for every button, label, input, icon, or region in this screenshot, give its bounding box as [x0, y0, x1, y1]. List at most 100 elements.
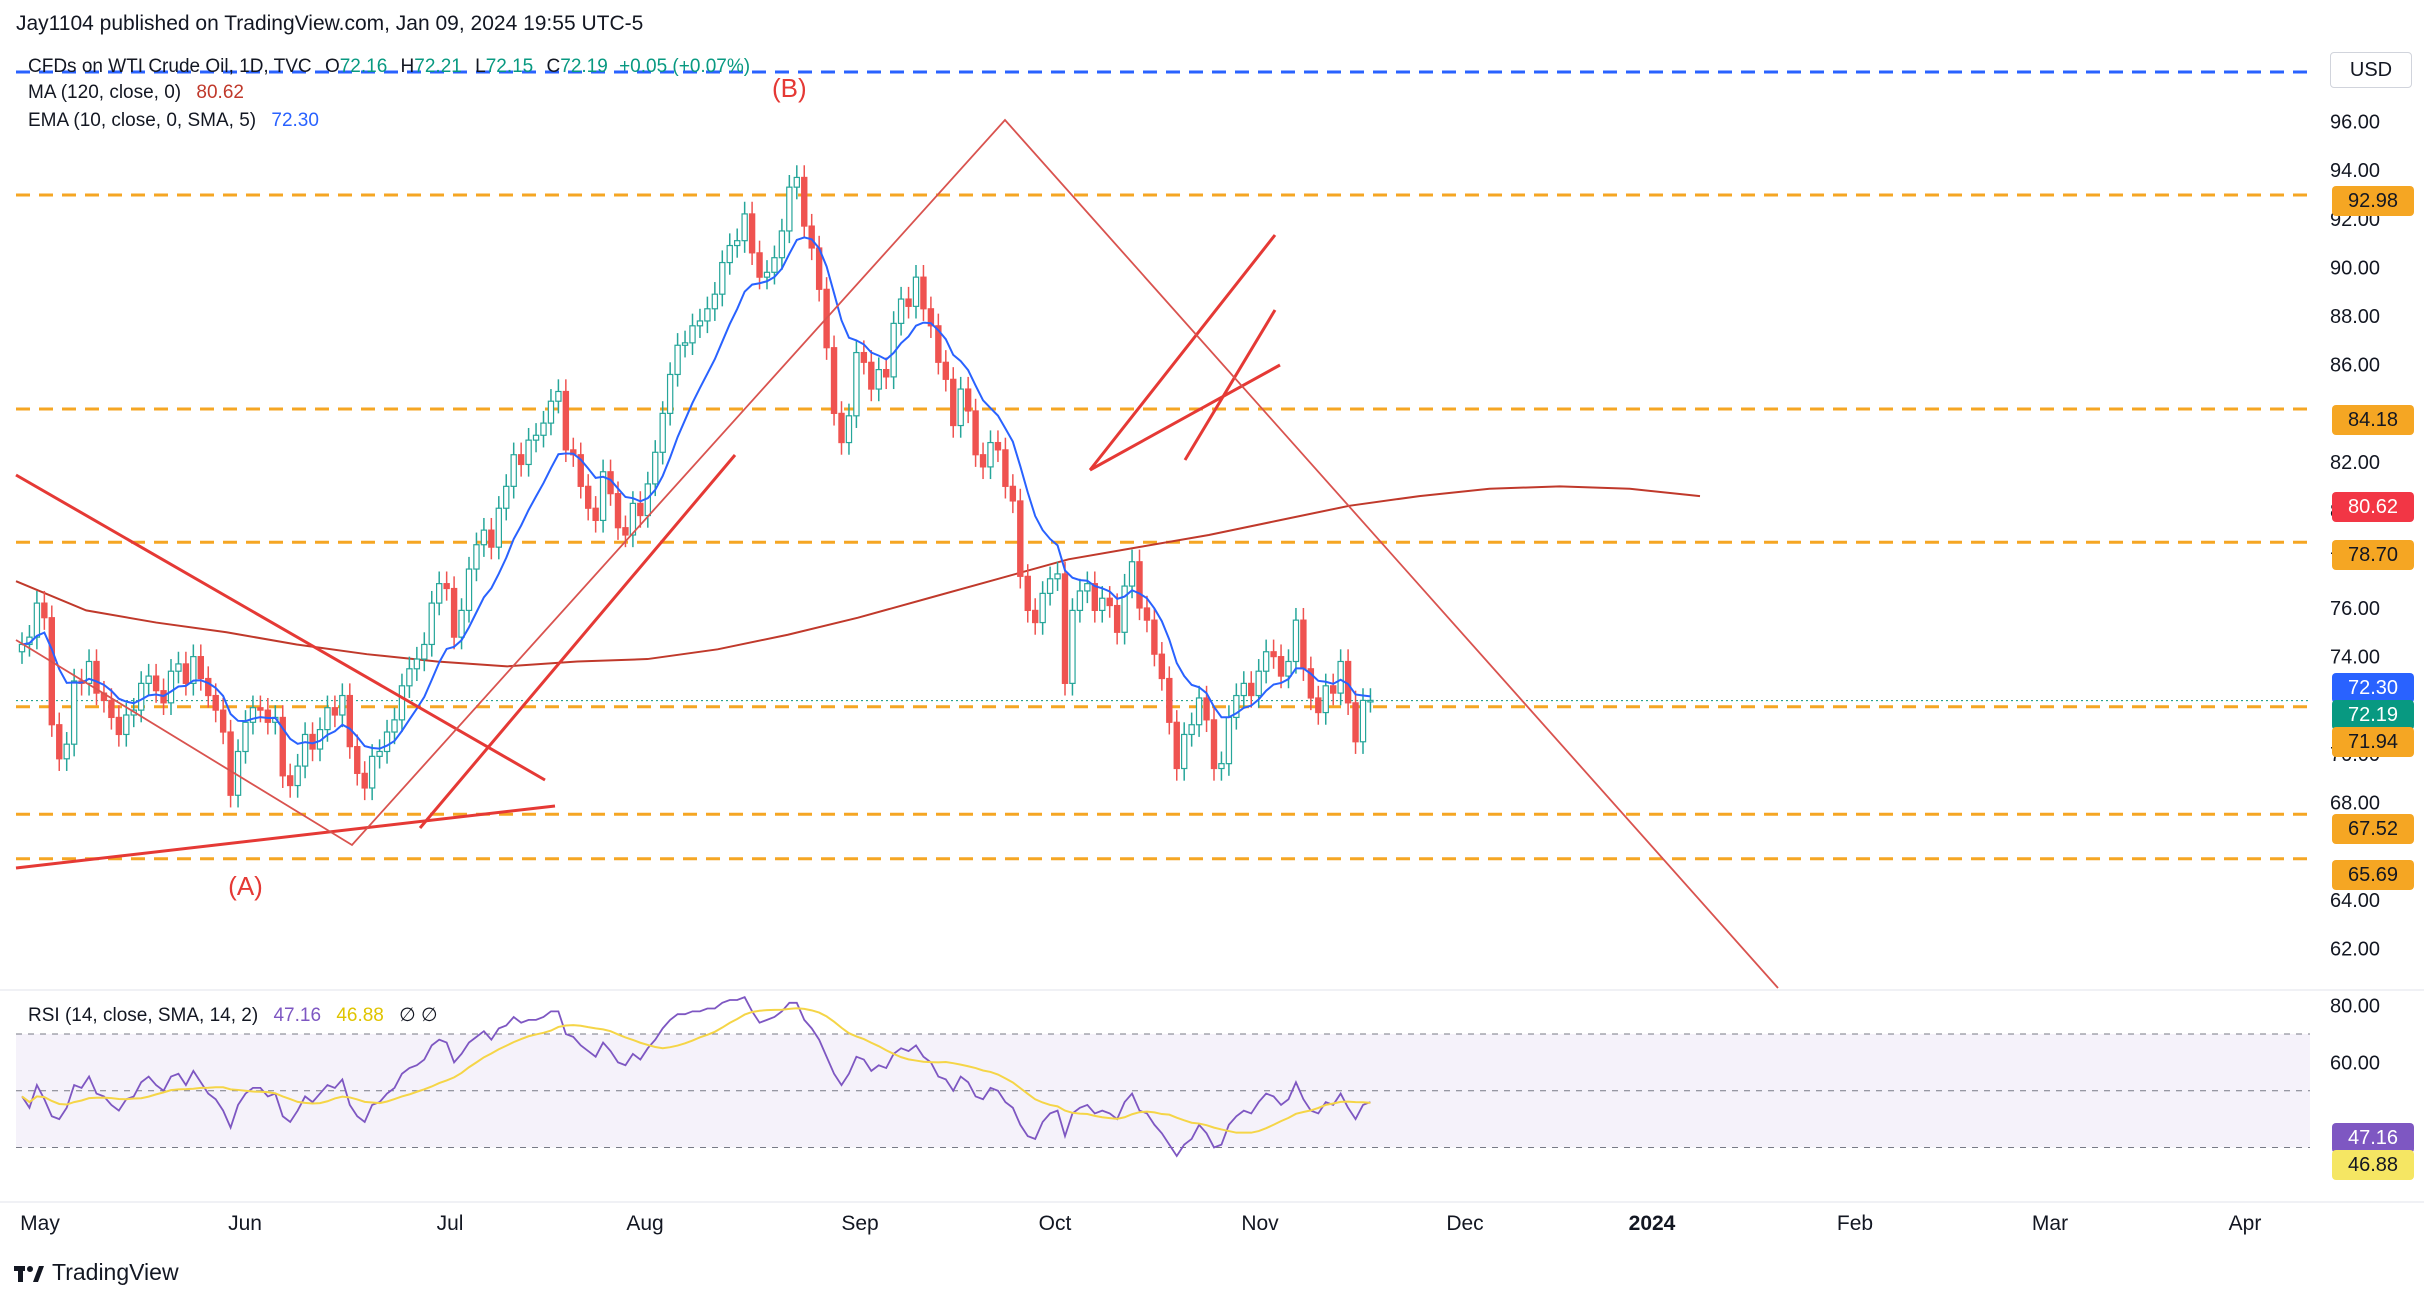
price-tag: 47.16	[2332, 1123, 2414, 1153]
candle-up	[138, 682, 145, 711]
time-tick-label: May	[20, 1212, 60, 1235]
candle-up	[1233, 694, 1240, 719]
candle-up	[473, 544, 480, 570]
ema-label: EMA (10, close, 0, SMA, 5)	[28, 110, 257, 131]
candle-up	[1180, 733, 1188, 770]
candle-up	[875, 368, 882, 390]
candle-down	[1307, 668, 1315, 699]
candle-down	[41, 602, 48, 619]
candle-down	[264, 709, 272, 723]
ohlc-low: 72.15	[485, 56, 534, 77]
candle-up	[599, 471, 607, 522]
candle-down	[152, 675, 160, 692]
candle-up	[1359, 699, 1367, 743]
candle-down	[1009, 485, 1017, 502]
time-tick-label: 2024	[1629, 1212, 1676, 1235]
time-tick-label: Nov	[1241, 1212, 1279, 1235]
ohlc-close-label: C	[546, 56, 561, 77]
candle-down	[801, 176, 808, 227]
candle-up	[689, 325, 696, 344]
candle-down	[1024, 575, 1031, 612]
candle-down	[927, 308, 935, 327]
candle-down	[443, 583, 450, 590]
candle-down	[1113, 604, 1121, 633]
candle-up	[480, 529, 488, 546]
candle-down	[517, 454, 525, 466]
rsi-value: 47.16	[273, 1005, 322, 1026]
price-tick-label: 82.00	[2330, 452, 2380, 474]
candle-down	[115, 716, 123, 736]
candle-down	[882, 368, 890, 378]
candle-down	[860, 351, 868, 363]
candle-down	[950, 378, 957, 427]
candle-up	[786, 186, 793, 232]
candle-up	[249, 707, 257, 723]
rising-channel-bottom	[1089, 363, 1281, 472]
candle-up	[123, 714, 130, 736]
wave-line	[15, 118, 1779, 989]
candle-up	[1084, 583, 1091, 592]
candle-up	[465, 568, 473, 612]
candle-up	[853, 351, 860, 417]
candle-down	[1017, 500, 1024, 577]
candle-down	[182, 663, 190, 684]
candle-up	[912, 276, 920, 307]
candle-up	[666, 373, 674, 414]
candle-up	[301, 733, 309, 767]
price-tag: 72.30	[2332, 673, 2414, 703]
price-tick-label: 62.00	[2330, 939, 2380, 961]
candle-down	[994, 441, 1002, 451]
rsi-ma-value: 46.88	[336, 1005, 384, 1026]
candle-up	[1046, 578, 1054, 594]
candle-up	[771, 257, 778, 273]
candle-down	[868, 361, 875, 390]
price-tag: 80.62	[2332, 492, 2414, 522]
time-tick-label: Aug	[626, 1212, 663, 1235]
candle-up	[555, 390, 562, 402]
candle-up	[1285, 660, 1292, 677]
candle-up	[711, 293, 719, 310]
candle-down	[1091, 583, 1098, 612]
candle-down	[1210, 719, 1218, 770]
candle-down	[1106, 597, 1113, 607]
candle-down	[488, 529, 495, 548]
candle-up	[532, 434, 540, 441]
candle-down	[942, 361, 950, 380]
candle-down	[637, 502, 644, 517]
candle-down	[905, 298, 912, 307]
candle-down	[1277, 656, 1285, 677]
ma-label: MA (120, close, 0)	[28, 82, 182, 103]
candle-up	[1099, 597, 1106, 612]
candle-down	[1173, 721, 1180, 770]
rsi-tick-label: 60.00	[2330, 1052, 2380, 1074]
tradingview-footer: TradingView	[14, 1259, 179, 1286]
candle-down	[205, 677, 212, 697]
candle-up	[629, 502, 637, 536]
candle-down	[748, 213, 756, 254]
wave-label: (B)	[772, 73, 807, 103]
candle-down	[219, 709, 227, 733]
time-tick-label: Sep	[841, 1212, 878, 1235]
candle-down	[577, 454, 584, 487]
candle-down	[354, 746, 361, 774]
candle-up	[436, 583, 443, 604]
candle-up	[33, 602, 41, 638]
currency-button[interactable]: USD	[2330, 52, 2412, 88]
ema-legend: EMA (10, close, 0, SMA, 5) 72.30	[28, 110, 319, 132]
candle-down	[1031, 609, 1039, 624]
price-tick-label: 94.00	[2330, 160, 2380, 182]
candle-up	[1255, 670, 1262, 697]
candle-up	[674, 344, 681, 376]
candle-down	[1270, 651, 1277, 658]
ma-legend: MA (120, close, 0) 80.62	[28, 82, 244, 104]
price-tick-label: 64.00	[2330, 890, 2380, 912]
price-tag: 67.52	[2332, 814, 2414, 844]
candle-up	[681, 342, 689, 346]
candle-up	[897, 298, 905, 324]
candle-up	[70, 680, 78, 745]
candle-down	[212, 694, 219, 711]
time-tick-label: Oct	[1039, 1212, 1072, 1235]
candle-up	[391, 719, 398, 733]
candle-down	[48, 617, 56, 726]
candle-down	[1300, 619, 1307, 670]
